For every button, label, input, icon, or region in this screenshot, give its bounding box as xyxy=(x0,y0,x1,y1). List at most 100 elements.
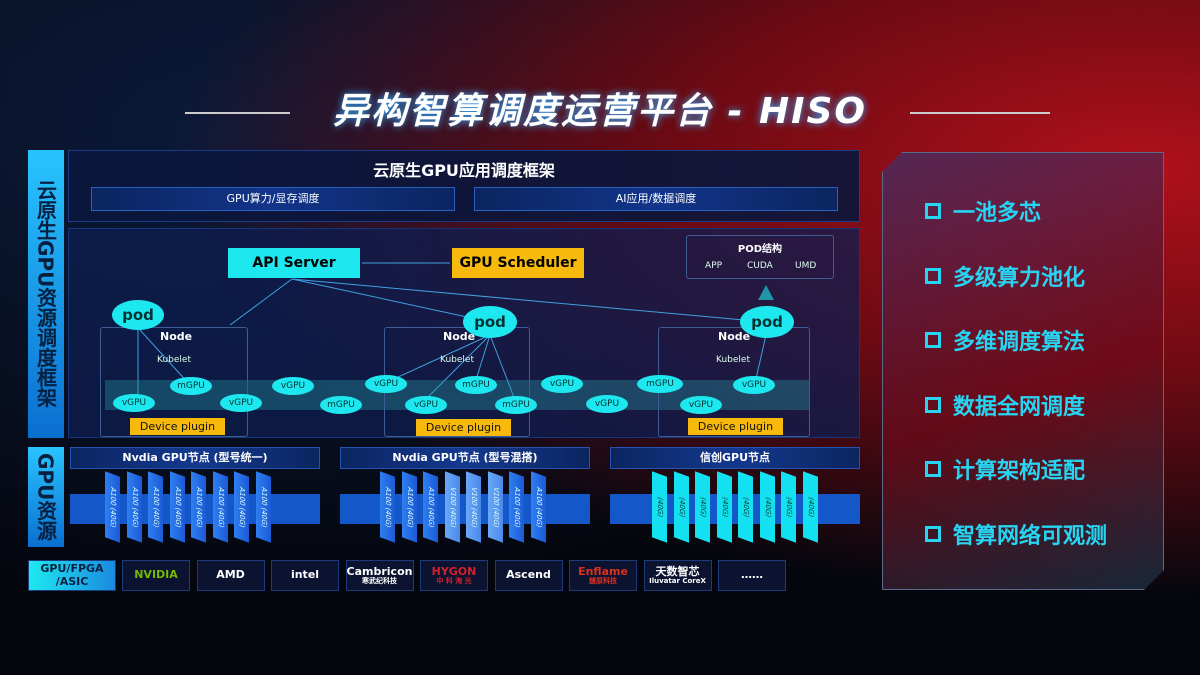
vgpu-chip: vGPU xyxy=(586,395,628,413)
gpu-card: (40G) xyxy=(695,471,710,543)
gpu-card: (40G) xyxy=(781,471,796,543)
gpu-card: A100 (40G) xyxy=(105,471,120,543)
gpu-card: A100 (40G) xyxy=(126,471,142,543)
vendor-name: 天数智芯 xyxy=(655,564,700,578)
gpu-card: A100 (40G) xyxy=(212,471,228,543)
pod-structure-title: POD结构 xyxy=(737,244,783,255)
vgpu-chip: vGPU xyxy=(365,375,407,393)
feature-item: 多维调度算法 xyxy=(925,324,1085,356)
kubelet-label: Kubelet xyxy=(157,355,191,365)
gpu-scheduler-box: GPU Scheduler xyxy=(452,248,584,278)
node-label: Node xyxy=(160,330,193,343)
gpu-card: A100 (40G) xyxy=(401,471,417,543)
mgpu-chip: mGPU xyxy=(495,396,537,414)
vendor-logo: …… xyxy=(718,560,786,591)
pod-2: pod xyxy=(463,306,517,338)
vendor-logo: Enflame 燧原科技 xyxy=(569,560,637,591)
node-label: Node xyxy=(718,330,751,343)
gpu-card: A100 (40G) xyxy=(423,471,438,543)
mgpu-chip: mGPU xyxy=(320,396,362,414)
mgpu-chip: mGPU xyxy=(455,376,497,394)
feature-label: 数据全网调度 xyxy=(953,394,1086,420)
feature-item: 智算网络可观测 xyxy=(925,518,1107,550)
node-label: Node xyxy=(443,330,476,343)
title-decor-right xyxy=(910,112,1050,114)
vendor-name: HYGON xyxy=(431,564,477,578)
vendor-sub: 燧原科技 xyxy=(589,576,617,585)
framework-header: 云原生GPU应用调度框架 GPU算力/显存调度 AI应用/数据调度 xyxy=(68,150,860,222)
pod-3: pod xyxy=(740,306,794,338)
title-decor-left xyxy=(185,112,290,114)
vendor-name: Cambricon xyxy=(346,564,413,578)
gpu-card: (40G) xyxy=(716,471,732,543)
vgpu-chip: vGPU xyxy=(405,396,447,414)
gpu-card: A100 (40G) xyxy=(191,471,206,543)
sub-ai-scheduling: AI应用/数据调度 xyxy=(474,187,838,211)
pod-item-umd: UMD xyxy=(795,261,817,271)
gpu-card: (40G) xyxy=(802,471,818,543)
vendor-logo: NVIDIA xyxy=(122,560,190,591)
gpu-card: V100 (40G) xyxy=(466,471,481,543)
vendor-name: …… xyxy=(741,568,763,582)
vendor-name: NVIDIA xyxy=(134,568,178,582)
vendor-name: intel xyxy=(290,568,320,582)
gpu-card: V100 (40G) xyxy=(444,471,460,543)
pod-item-app: APP xyxy=(705,261,723,271)
gpu-card: A100 (40G) xyxy=(530,471,546,543)
gpu-rack xyxy=(610,494,860,524)
vendor-sub: 中 科 海 光 xyxy=(436,576,472,585)
api-server-box: API Server xyxy=(228,248,360,278)
gpu-rack xyxy=(340,494,590,524)
gpu-card: A100 (40G) xyxy=(255,471,271,543)
pod-item-cuda: CUDA xyxy=(747,261,773,271)
gpu-card: (40G) xyxy=(759,471,775,543)
feature-item: 多级算力池化 xyxy=(925,260,1085,292)
checkbox-icon xyxy=(925,268,941,284)
mgpu-chip: mGPU xyxy=(170,377,212,395)
gpu-card: A100 (40G) xyxy=(509,471,524,543)
page-title: 异构智算调度运营平台 - HISO xyxy=(332,91,868,132)
vendor-logo: AMD xyxy=(196,560,265,591)
side-label-gpu: GPU资源 xyxy=(28,447,64,547)
sub-gpu-scheduling: GPU算力/显存调度 xyxy=(91,187,455,211)
vendor-sub: 寒武纪科技 xyxy=(362,576,397,585)
feature-label: 一池多芯 xyxy=(953,201,1042,226)
vendor-label: GPU/FPGA /ASIC xyxy=(28,560,116,591)
vendor-name: Ascend xyxy=(506,568,551,582)
checkbox-icon xyxy=(925,397,941,413)
vgpu-chip: vGPU xyxy=(733,376,775,394)
feature-label: 多维调度算法 xyxy=(953,330,1086,355)
vendor-logo: Ascend xyxy=(494,560,563,591)
gpu-card: A100 (40G) xyxy=(148,471,163,543)
feature-item: 一池多芯 xyxy=(925,195,1041,227)
feature-item: 计算架构适配 xyxy=(925,453,1085,485)
pod-1: pod xyxy=(112,300,164,330)
feature-item: 数据全网调度 xyxy=(925,389,1085,421)
vendor-logo: Cambricon 寒武纪科技 xyxy=(345,560,414,591)
mgpu-chip: mGPU xyxy=(637,375,683,393)
gpu-node-header: Nvdia GPU节点 (型号混搭) xyxy=(340,447,590,469)
gpu-node-header: Nvdia GPU节点 (型号统一) xyxy=(70,447,320,469)
vendor-logo: 天数智芯 Iluvatar CoreX xyxy=(643,560,712,591)
feature-label: 计算架构适配 xyxy=(953,459,1086,484)
gpu-card: A100 (40G) xyxy=(234,471,249,543)
checkbox-icon xyxy=(925,203,941,219)
vgpu-chip: vGPU xyxy=(541,375,583,393)
device-plugin-3: Device plugin xyxy=(688,418,783,435)
vgpu-chip: vGPU xyxy=(680,396,722,414)
gpu-node-header: 信创GPU节点 xyxy=(610,447,860,469)
vgpu-chip: vGPU xyxy=(113,394,155,412)
checkbox-icon xyxy=(925,332,941,348)
gpu-card: (40G) xyxy=(652,471,667,543)
vgpu-chip: vGPU xyxy=(220,394,262,412)
vendor-name: AMD xyxy=(216,568,245,582)
feature-label: 智算网络可观测 xyxy=(953,523,1108,549)
device-plugin-2: Device plugin xyxy=(416,419,511,436)
framework-title: 云原生GPU应用调度框架 xyxy=(373,161,555,180)
side-label-framework: 云原生GPU资源调度框架 xyxy=(28,150,64,438)
vendor-sub: Iluvatar CoreX xyxy=(649,576,706,585)
checkbox-icon xyxy=(925,526,941,542)
gpu-card: (40G) xyxy=(738,471,753,543)
device-plugin-1: Device plugin xyxy=(130,418,225,435)
